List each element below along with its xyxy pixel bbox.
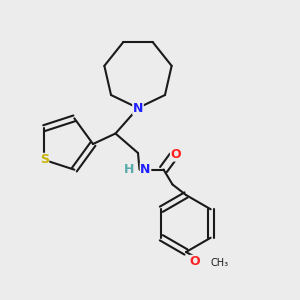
Text: N: N [140, 163, 151, 176]
Text: H: H [124, 163, 134, 176]
Text: CH₃: CH₃ [210, 258, 228, 268]
Text: O: O [170, 148, 181, 161]
Text: O: O [190, 255, 200, 268]
Text: S: S [40, 153, 49, 167]
Text: N: N [133, 101, 143, 115]
